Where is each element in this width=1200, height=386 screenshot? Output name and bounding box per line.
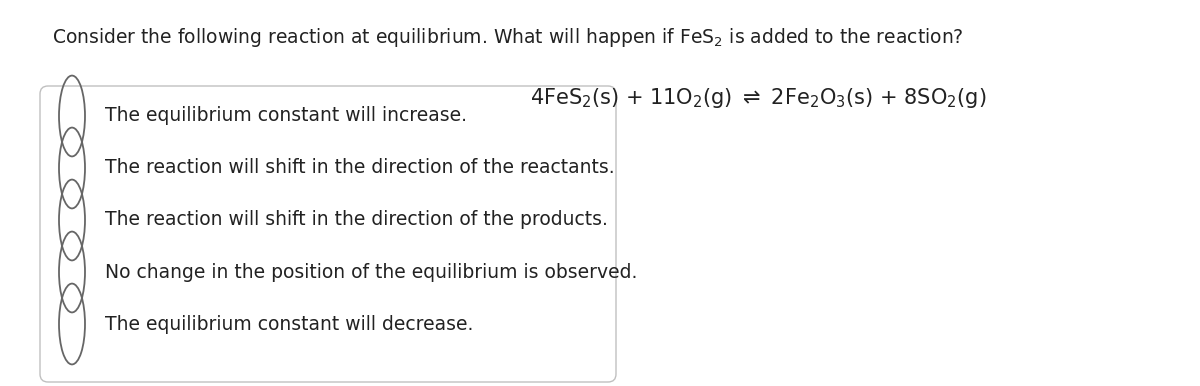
Text: The equilibrium constant will increase.: The equilibrium constant will increase.: [106, 107, 467, 125]
FancyBboxPatch shape: [40, 86, 616, 382]
Text: No change in the position of the equilibrium is observed.: No change in the position of the equilib…: [106, 262, 637, 281]
Text: Consider the following reaction at equilibrium. What will happen if FeS$_2$ is a: Consider the following reaction at equil…: [52, 26, 964, 49]
Text: 4FeS$_2$(s) + 11O$_2$(g) $\rightleftharpoons$ 2Fe$_2$O$_3$(s) + 8SO$_2$(g): 4FeS$_2$(s) + 11O$_2$(g) $\rightleftharp…: [530, 86, 986, 110]
Text: The reaction will shift in the direction of the reactants.: The reaction will shift in the direction…: [106, 159, 614, 178]
Text: The equilibrium constant will decrease.: The equilibrium constant will decrease.: [106, 315, 473, 334]
Text: The reaction will shift in the direction of the products.: The reaction will shift in the direction…: [106, 210, 608, 230]
